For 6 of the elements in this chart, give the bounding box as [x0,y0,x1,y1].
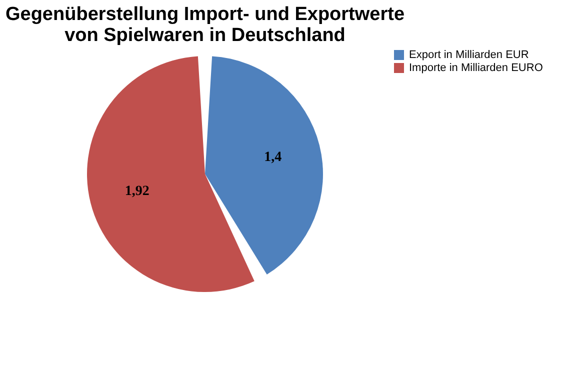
data-label: 1,92 [124,184,150,200]
legend-label: Export in Milliarden EUR [409,49,529,61]
legend-label: Importe in Milliarden EURO [409,62,544,74]
text: Gegenüberstellung Import- und Exportwerte [5,4,405,25]
data-label: 1,4 [264,150,282,165]
text: von Spielwaren in Deutschland [64,25,346,46]
